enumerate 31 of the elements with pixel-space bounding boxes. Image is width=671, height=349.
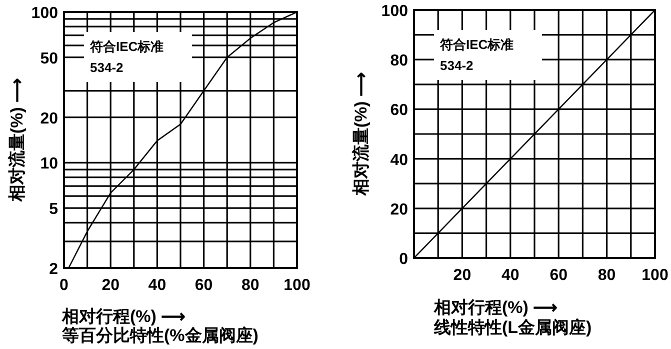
x-tick-label: 60 [194,277,213,294]
y-tick-label: 100 [381,3,408,20]
y-tick-label: 60 [390,102,408,120]
x-tick-label: 100 [284,277,310,294]
y-tick-label: 2 [49,261,58,278]
y-tick-label: 100 [31,5,58,22]
x-tick-label: 20 [102,277,120,294]
y-tick-label: 10 [40,156,58,173]
x-tick-label: 80 [242,277,260,294]
x-tick-label: 40 [148,277,166,294]
x-axis-title: 相对行程(%) ⟶ [61,307,186,326]
y-tick-label: 40 [390,152,408,169]
x-tick-label: 80 [598,267,616,284]
y-tick-label: 0 [399,251,408,268]
y-tick-label: 5 [49,201,58,218]
x-tick-label: 0 [60,277,69,294]
y-tick-label: 80 [390,52,408,70]
x-axis-title: 相对行程(%) ⟶ [433,298,558,317]
text: 线性特性(L金属阀座) [433,318,592,337]
text: 等百分比特性(%金属阀座) [61,326,258,345]
x-tick-label: 100 [642,267,668,284]
y-axis-title: 相对流量(%) ⟶ [351,72,370,197]
y-tick-label: 20 [390,201,408,218]
annotation: 符合IEC标准 534-2 [89,39,164,75]
annotation: 符合IEC标准 534-2 [439,37,514,73]
y-tick-label: 50 [40,50,58,68]
y-tick-label: 20 [40,110,58,128]
x-tick-label: 40 [502,267,520,284]
y-axis-title: 相对流量(%) ⟶ [7,78,26,203]
x-tick-label: 60 [550,267,568,284]
x-tick-label: 20 [453,267,472,284]
